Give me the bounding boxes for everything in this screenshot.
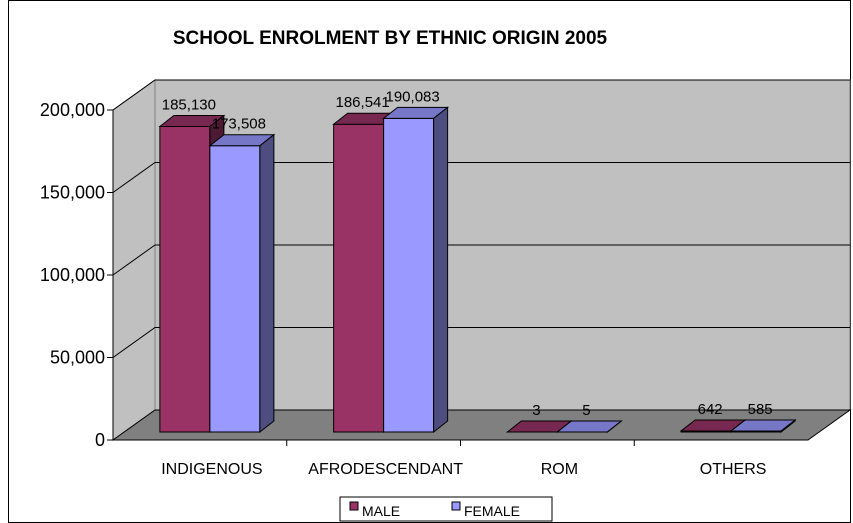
legend-label-male: MALE (362, 503, 400, 519)
bar-side-female-rom (606, 419, 622, 434)
legend (339, 496, 553, 522)
bar-male-afrodescendant (333, 123, 385, 433)
bar-male-indigenous (159, 126, 211, 433)
data-label: 585 (748, 401, 773, 418)
y-tick-label: 200,000 (40, 100, 105, 120)
bar-female-indigenous (209, 145, 261, 433)
y-tick-label: 100,000 (40, 265, 105, 285)
bar-side-female-others (780, 419, 796, 434)
legend-swatch-female (451, 501, 461, 511)
x-tick-label: ROM (541, 461, 578, 478)
data-label: 190,083 (386, 88, 440, 105)
bar-side-female-indigenous (259, 133, 275, 434)
gridline (112, 244, 850, 276)
data-label: 642 (698, 401, 723, 418)
x-tick-label: AFRODESCENDANT (308, 461, 463, 478)
x-tick-label: INDIGENOUS (161, 461, 262, 478)
y-tick-label: 0 (95, 430, 105, 450)
chart-title: SCHOOL ENROLMENT BY ETHNIC ORIGIN 2005 (173, 28, 608, 49)
data-label: 186,541 (336, 94, 390, 111)
bar-female-afrodescendant (383, 117, 435, 433)
x-tick-label: OTHERS (700, 461, 767, 478)
gridline (112, 79, 850, 111)
gridline (112, 162, 850, 193)
legend-label-female: FEMALE (464, 503, 520, 519)
gridline (112, 327, 850, 358)
y-tick-label: 150,000 (40, 183, 105, 203)
data-label: 173,508 (212, 116, 266, 133)
y-tick-label: 50,000 (50, 348, 105, 368)
legend-swatch-male (349, 501, 359, 511)
data-label: 3 (532, 402, 540, 419)
data-label: 5 (582, 402, 590, 419)
data-label: 185,130 (162, 97, 216, 114)
bar-side-female-afrodescendant (433, 106, 449, 434)
